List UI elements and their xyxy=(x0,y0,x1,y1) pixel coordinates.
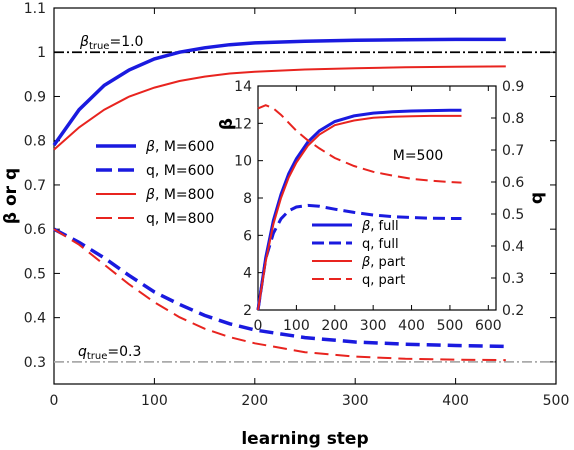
inset-annotation: M=500 xyxy=(393,148,444,164)
main-y-tick-label: 0.4 xyxy=(24,311,46,327)
inset-right-tick-label: 0.4 xyxy=(502,239,524,255)
reference-line-label: βtrue=1.0 xyxy=(79,34,143,52)
main-y-tick-label: 0.9 xyxy=(24,89,46,105)
inset-right-tick-label: 0.6 xyxy=(502,175,524,191)
legend-label: β, M=800 xyxy=(145,187,214,203)
main-y-axis-label: β or q xyxy=(1,168,21,224)
legend-label: β, M=600 xyxy=(145,139,214,155)
inset-x-tick-label: 400 xyxy=(398,318,425,334)
inset-right-tick-label: 0.8 xyxy=(502,111,524,127)
inset-left-tick-label: 6 xyxy=(243,228,252,244)
series-line xyxy=(52,37,506,147)
series-line xyxy=(53,228,506,362)
series-line xyxy=(53,65,506,151)
main-x-tick-label: 500 xyxy=(543,393,570,409)
series-line xyxy=(53,227,506,349)
inset-x-tick-label: 600 xyxy=(475,318,502,334)
inset-right-tick-label: 0.9 xyxy=(502,79,524,95)
main-x-tick-label: 100 xyxy=(141,393,168,409)
inset-right-axis-label: q xyxy=(527,192,547,204)
main-x-tick-label: 400 xyxy=(442,393,469,409)
inset-right-tick-label: 0.3 xyxy=(502,271,524,287)
inset-left-tick-label: 12 xyxy=(234,116,252,132)
main-y-tick-label: 0.6 xyxy=(24,222,46,238)
inset-left-tick-label: 14 xyxy=(234,79,252,95)
main-x-tick-label: 300 xyxy=(342,393,369,409)
main-y-tick-label: 1.1 xyxy=(24,1,46,17)
inset-right-tick-label: 0.2 xyxy=(502,303,524,319)
inset-legend: β, full q, full β, part q, part xyxy=(312,219,405,288)
inset-right-tick-label: 0.7 xyxy=(502,143,524,159)
legend-label: q, M=600 xyxy=(146,163,214,179)
inset-left-tick-label: 8 xyxy=(243,191,252,207)
main-x-tick-label: 200 xyxy=(241,393,268,409)
inset-x-tick-label: 200 xyxy=(321,318,348,334)
main-y-tick-label: 0.7 xyxy=(24,178,46,194)
inset-legend-label: q, part xyxy=(362,273,405,288)
inset-x-tick-label: 300 xyxy=(360,318,387,334)
main-y-tick-label: 0.5 xyxy=(24,266,46,282)
inset-x-tick-label: 0 xyxy=(254,318,263,334)
inset-legend-label: β, full xyxy=(361,219,399,234)
legend-label: q, M=800 xyxy=(146,211,214,227)
inset-left-axis-label: β xyxy=(217,118,237,130)
main-y-tick-label: 1 xyxy=(37,45,46,61)
inset-series-line xyxy=(257,114,462,311)
inset-left-tick-label: 4 xyxy=(243,266,252,282)
inset-series-line xyxy=(257,104,462,184)
main-y-tick-label: 0.8 xyxy=(24,134,46,150)
main-x-axis-label: learning step xyxy=(241,429,368,449)
inset-legend-label: q, full xyxy=(362,237,399,252)
inset-x-tick-label: 100 xyxy=(283,318,310,334)
inset-right-tick-label: 0.5 xyxy=(502,207,524,223)
inset-series-line xyxy=(256,203,462,311)
main-y-tick-label: 0.3 xyxy=(24,355,46,371)
inset-background xyxy=(258,86,496,310)
inset-legend-label: β, part xyxy=(361,255,405,270)
main-legend: β, M=600 q, M=600 β, M=800 q, M=800 xyxy=(96,139,214,227)
reference-line-label: qtrue=0.3 xyxy=(78,344,141,362)
inset-series-line xyxy=(256,108,462,311)
inset-x-tick-label: 500 xyxy=(437,318,464,334)
inset-left-tick-label: 2 xyxy=(243,303,252,319)
inset-left-tick-label: 10 xyxy=(234,154,252,170)
main-x-tick-label: 0 xyxy=(50,393,59,409)
